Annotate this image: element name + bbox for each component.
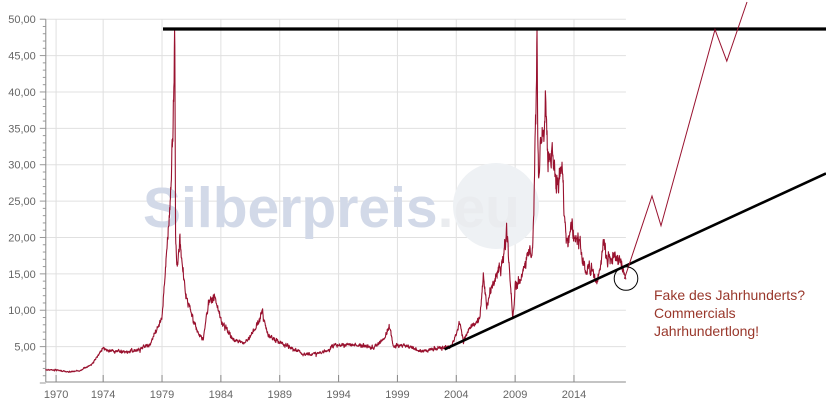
svg-text:45,00: 45,00 bbox=[8, 51, 36, 63]
svg-text:1979: 1979 bbox=[150, 389, 174, 401]
svg-text:2009: 2009 bbox=[503, 389, 527, 401]
svg-text:1989: 1989 bbox=[267, 389, 291, 401]
svg-text:Fake des Jahrhunderts?: Fake des Jahrhunderts? bbox=[654, 287, 805, 303]
svg-text:10,00: 10,00 bbox=[8, 305, 36, 317]
svg-text:50,00: 50,00 bbox=[8, 14, 36, 26]
svg-text:35,00: 35,00 bbox=[8, 123, 36, 135]
svg-text:1999: 1999 bbox=[385, 389, 409, 401]
svg-text:40,00: 40,00 bbox=[8, 87, 36, 99]
svg-text:2004: 2004 bbox=[444, 389, 468, 401]
svg-text:25,00: 25,00 bbox=[8, 196, 36, 208]
svg-text:15,00: 15,00 bbox=[8, 269, 36, 281]
svg-text:1994: 1994 bbox=[326, 389, 350, 401]
svg-text:Jahrhundertlong!: Jahrhundertlong! bbox=[654, 323, 759, 339]
svg-text:1974: 1974 bbox=[91, 389, 115, 401]
svg-text:1970: 1970 bbox=[44, 389, 68, 401]
svg-text:2014: 2014 bbox=[562, 389, 586, 401]
svg-text:30,00: 30,00 bbox=[8, 160, 36, 172]
svg-text:1984: 1984 bbox=[209, 389, 233, 401]
svg-text:5,00: 5,00 bbox=[14, 342, 35, 354]
svg-text:Commercials: Commercials bbox=[654, 305, 736, 321]
svg-text:Silberpreis.eu: Silberpreis.eu bbox=[143, 176, 520, 240]
svg-text:20,00: 20,00 bbox=[8, 232, 36, 244]
